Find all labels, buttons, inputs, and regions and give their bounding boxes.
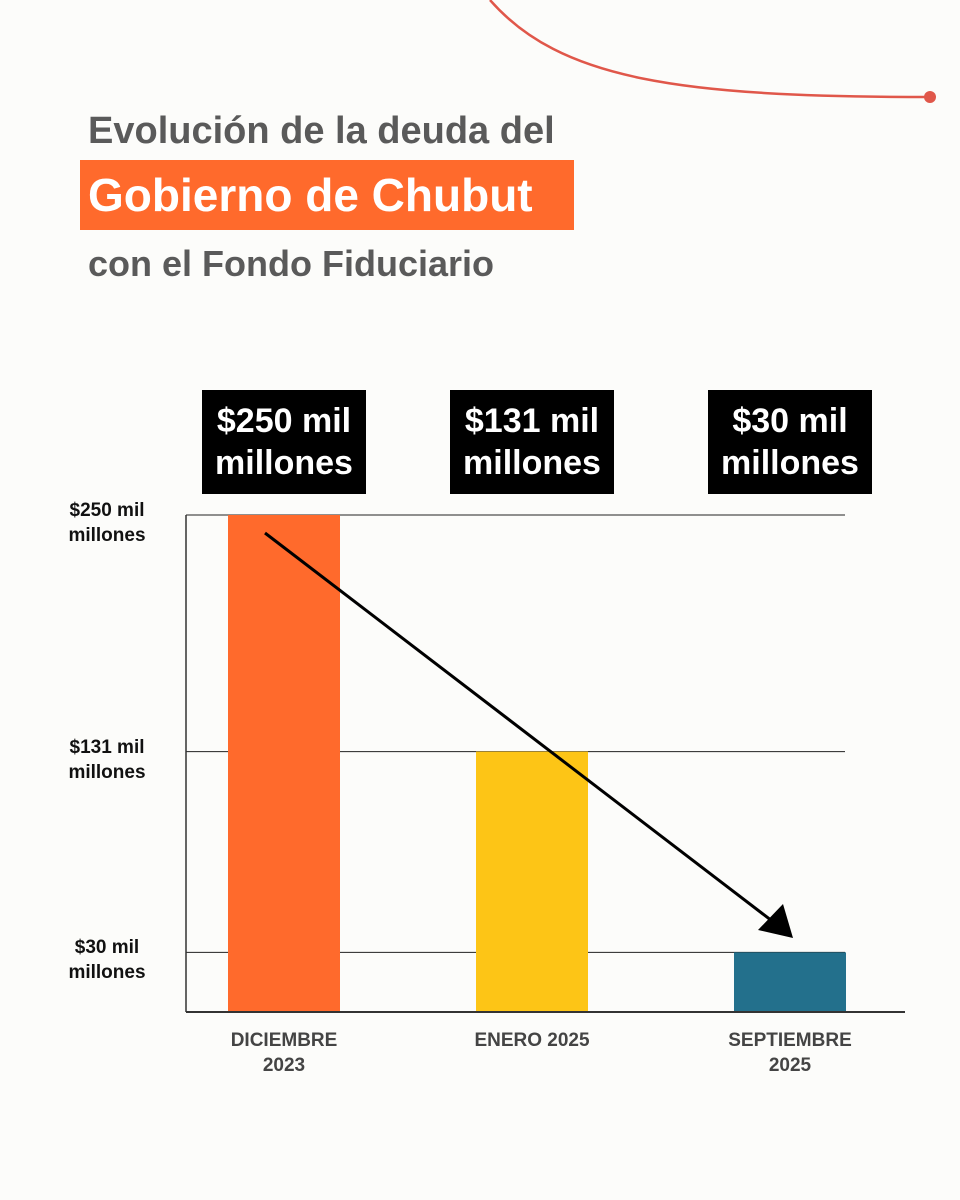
title-line: con el Fondo Fiduciario [88,243,495,284]
bar [734,952,846,1012]
y-tick-label: $131 mil millones [68,736,146,783]
title-highlight: Gobierno de Chubut [80,160,574,230]
bar [476,751,588,1012]
x-tick-label: ENERO 2025 [474,1030,590,1051]
decor-curve [489,0,931,99]
x-tick-label: SEPTIEMBRE 2025 [728,1030,852,1076]
title-line: Evolución de la deuda del [88,110,555,152]
x-tick-label: DICIEMBRE 2023 [230,1030,338,1076]
value-label: $131 mil millones [450,390,614,494]
value-label: $250 mil millones [202,390,366,494]
decor-dot [924,91,936,103]
value-label: $30 mil millones [708,390,872,494]
y-tick-label: $250 mil millones [68,500,146,546]
trend-arrow [264,531,777,926]
bar [228,515,340,1012]
trend-arrowhead [758,904,793,938]
y-tick-label: $30 mil millones [68,937,146,984]
